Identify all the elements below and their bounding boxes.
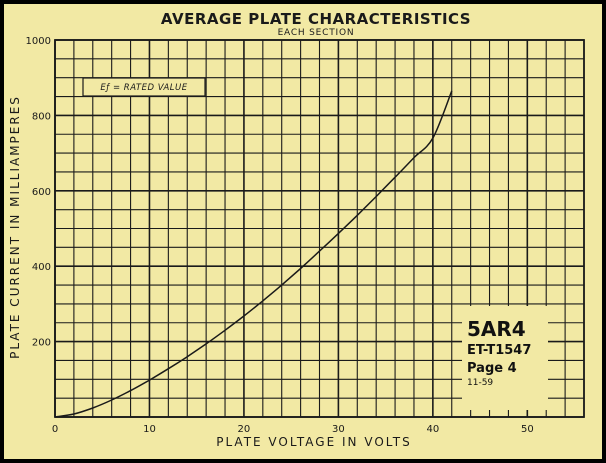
x-tick-label: 10	[143, 424, 156, 435]
y-tick-label: 800	[32, 111, 51, 122]
y-tick-label: 400	[32, 262, 51, 273]
x-axis-label: PLATE VOLTAGE IN VOLTS	[216, 435, 412, 449]
tube-code: ET-T1547	[467, 343, 531, 358]
y-tick-label: 600	[32, 187, 51, 198]
plate-current-curve	[54, 90, 453, 418]
tube-info-panel: 5AR4 ET-T1547 Page 4 11-59	[462, 306, 548, 410]
chart-subtitle: EACH SECTION	[278, 28, 355, 38]
y-tick-label: 1000	[26, 36, 51, 47]
tube-info-background	[462, 306, 548, 410]
page-number: Page 4	[467, 361, 517, 376]
series-layer	[54, 90, 453, 418]
y-tick-labels: 200 400 600 800 1000	[26, 36, 51, 349]
x-tick-label: 20	[238, 424, 251, 435]
y-axis-label: PLATE CURRENT IN MILLIAMPERES	[8, 95, 22, 359]
x-tick-label: 40	[426, 424, 439, 435]
x-tick-label: 0	[52, 424, 58, 435]
y-tick-label: 200	[32, 338, 51, 349]
revision-date: 11-59	[467, 378, 493, 388]
x-tick-labels: 0 10 20 30 40 50	[52, 424, 534, 435]
chart-title: AVERAGE PLATE CHARACTERISTICS	[161, 10, 471, 28]
legend-frame	[82, 77, 206, 97]
tube-type: 5AR4	[467, 317, 526, 341]
legend-text: Eƒ = RATED VALUE	[100, 83, 187, 93]
legend-box: Eƒ = RATED VALUE	[82, 77, 206, 97]
plot-frame	[54, 39, 585, 418]
x-tick-label: 50	[521, 424, 534, 435]
x-tick-label: 30	[332, 424, 345, 435]
